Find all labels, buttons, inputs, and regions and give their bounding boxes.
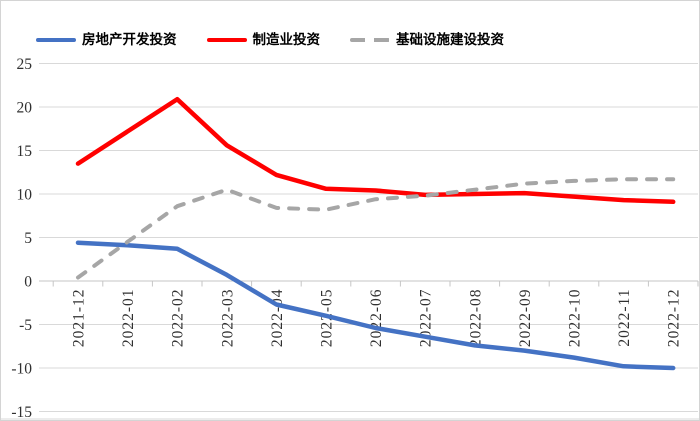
legend-item-infrastructure: 基础设施建设投资 [350, 31, 504, 49]
legend-label-infrastructure: 基础设施建设投资 [396, 32, 504, 47]
y-axis-label: -15 [11, 404, 32, 421]
y-axis-label: -10 [11, 361, 32, 378]
x-axis-label: 2022-04 [269, 289, 286, 348]
x-axis-label: 2022-07 [418, 289, 435, 348]
chart-legend: 房地产开发投资 制造业投资 基础设施建设投资 [36, 31, 504, 49]
legend-label-manufacturing: 制造业投资 [252, 32, 321, 47]
x-axis-label: 2022-12 [666, 289, 683, 348]
y-axis-label: 15 [17, 143, 33, 160]
x-axis-label: 2022-06 [368, 289, 385, 348]
y-axis-label: 0 [24, 274, 32, 291]
y-axis-label: 25 [17, 56, 33, 73]
legend-line-sample-manufacturing [206, 38, 247, 42]
y-axis-label: 20 [17, 100, 33, 117]
infrastructure-investment-line [76, 177, 676, 280]
legend-line-sample-infrastructure [350, 38, 390, 42]
real-estate-investment-line [75, 240, 676, 371]
y-axis-label: -5 [19, 317, 32, 334]
x-axis-label: 2021-12 [71, 289, 88, 348]
y-axis-label: 10 [17, 187, 33, 204]
x-axis-label: 2022-10 [567, 289, 584, 348]
x-axis-label: 2022-11 [616, 289, 633, 347]
x-axis-label: 2022-01 [120, 289, 137, 348]
legend-line-sample-real-estate [36, 38, 76, 42]
legend-item-manufacturing: 制造业投资 [206, 31, 321, 49]
x-axis-label: 2022-09 [517, 289, 534, 348]
manufacturing-investment-line [75, 96, 676, 205]
legend-item-real-estate: 房地产开发投资 [36, 31, 177, 49]
legend-label-real-estate: 房地产开发投资 [82, 32, 177, 47]
y-axis-label: 5 [24, 230, 32, 247]
x-axis-label: 2022-03 [219, 289, 236, 348]
x-axis-label: 2022-08 [467, 289, 484, 348]
x-axis-label: 2022-02 [170, 289, 187, 348]
